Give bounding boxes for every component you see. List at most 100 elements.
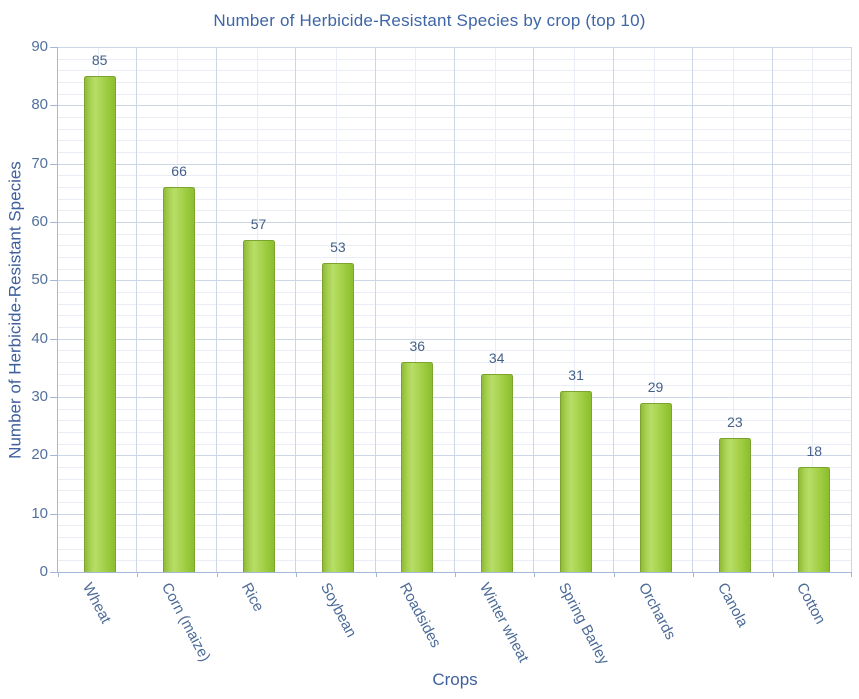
x-axis-line	[57, 572, 852, 573]
minor-gridline-h	[58, 117, 852, 118]
bar-value-label: 66	[171, 163, 187, 179]
minor-gridline-h	[58, 490, 852, 492]
minor-gridline-v	[574, 47, 576, 572]
minor-gridline-h	[58, 537, 852, 538]
y-tick-label: 70	[31, 154, 48, 172]
y-tick-mark	[50, 105, 57, 107]
minor-gridline-v	[732, 47, 734, 572]
y-tick-mark	[50, 280, 57, 282]
bar-soybean[interactable]	[321, 262, 354, 572]
minor-gridline-h	[58, 268, 852, 270]
y-axis-title: Number of Herbicide-Resistant Species	[5, 161, 25, 459]
minor-gridline-h	[58, 467, 852, 468]
minor-gridline-h	[58, 187, 852, 188]
bar-value-label: 53	[330, 238, 346, 255]
major-gridline-v	[136, 47, 138, 572]
major-gridline-v	[374, 47, 376, 572]
major-gridline-v	[692, 47, 694, 572]
y-tick-label: 50	[31, 271, 48, 289]
minor-gridline-h	[58, 140, 852, 142]
x-tick-mark	[375, 572, 377, 577]
x-category-label: Winter wheat	[475, 580, 532, 666]
y-tick-label: 0	[39, 563, 48, 580]
x-tick-mark	[851, 572, 852, 577]
major-gridline-v	[771, 47, 773, 572]
minor-gridline-h	[58, 210, 852, 212]
minor-gridline-h	[58, 560, 852, 562]
bar-value-label: 36	[409, 338, 426, 354]
x-category-label: Rice	[237, 580, 267, 615]
minor-gridline-h	[58, 478, 852, 480]
minor-gridline-h	[58, 362, 852, 363]
bar-spring-barley[interactable]	[560, 391, 593, 572]
x-category-label: Spring Barley	[555, 580, 613, 668]
y-tick-label: 90	[31, 38, 48, 55]
x-category-label: Corn (maize)	[158, 580, 214, 665]
x-category-label: Roadsides	[396, 580, 445, 651]
bar-winter-wheat[interactable]	[480, 373, 513, 572]
major-gridline-h	[58, 455, 852, 457]
minor-gridline-h	[58, 350, 852, 352]
major-gridline-h	[58, 47, 852, 48]
y-tick-mark	[50, 455, 57, 457]
x-category-label: Wheat	[78, 580, 115, 627]
bar-value-label: 23	[727, 413, 743, 430]
x-category-label: Cotton	[793, 580, 830, 628]
y-tick-label: 10	[31, 504, 48, 522]
minor-gridline-h	[58, 408, 852, 410]
minor-gridline-h	[58, 292, 852, 293]
bar-cotton[interactable]	[798, 467, 831, 572]
x-tick-mark	[772, 572, 774, 577]
bar-value-label: 29	[647, 378, 664, 395]
major-gridline-v	[454, 47, 455, 572]
bar-rice[interactable]	[242, 239, 275, 572]
major-gridline-v	[215, 47, 217, 572]
minor-gridline-h	[58, 432, 852, 433]
plot-area: 85 66 57 53 36 34 31 29 23 18	[57, 47, 852, 573]
y-tick-label: 40	[31, 329, 48, 347]
x-tick-mark	[455, 572, 456, 577]
y-tick-label: 30	[31, 388, 48, 405]
minor-gridline-h	[58, 152, 852, 153]
minor-gridline-h	[58, 385, 852, 387]
minor-gridline-h	[58, 525, 852, 527]
x-tick-mark	[58, 572, 59, 577]
chart-title: Number of Herbicide-Resistant Species by…	[213, 11, 646, 30]
minor-gridline-h	[58, 257, 852, 258]
x-tick-mark	[613, 572, 615, 577]
bar-wheat[interactable]	[83, 76, 116, 572]
minor-gridline-h	[58, 58, 852, 60]
major-gridline-v	[851, 47, 852, 572]
x-tick-mark	[137, 572, 139, 577]
minor-gridline-h	[58, 303, 852, 305]
major-gridline-h	[58, 280, 852, 282]
minor-gridline-h	[58, 548, 852, 550]
bar-value-label: 18	[806, 443, 823, 459]
bar-roadsides[interactable]	[401, 362, 434, 572]
y-axis-line	[57, 47, 58, 572]
y-tick-mark	[50, 397, 57, 398]
y-tick-label: 60	[31, 213, 48, 230]
minor-gridline-h	[58, 245, 852, 247]
major-gridline-h	[58, 222, 852, 223]
bar-value-label: 31	[568, 367, 584, 384]
minor-gridline-h	[58, 233, 852, 235]
major-gridline-v	[295, 47, 297, 572]
y-tick-mark	[50, 222, 57, 223]
bar-corn-maize[interactable]	[163, 187, 196, 572]
bar-value-label: 57	[250, 215, 267, 232]
bar-canola[interactable]	[718, 437, 751, 572]
minor-gridline-h	[58, 198, 852, 200]
y-tick-label: 20	[31, 446, 48, 464]
x-category-label: Orchards	[634, 580, 679, 643]
minor-gridline-h	[58, 315, 852, 317]
bar-value-label: 85	[91, 52, 108, 69]
y-tick-mark	[50, 513, 57, 515]
major-gridline-h	[58, 163, 852, 165]
minor-gridline-h	[58, 70, 852, 72]
bar-value-label: 34	[488, 349, 505, 366]
minor-gridline-v	[812, 47, 814, 572]
bar-orchards[interactable]	[639, 402, 672, 572]
x-category-label: Soybean	[316, 580, 360, 641]
